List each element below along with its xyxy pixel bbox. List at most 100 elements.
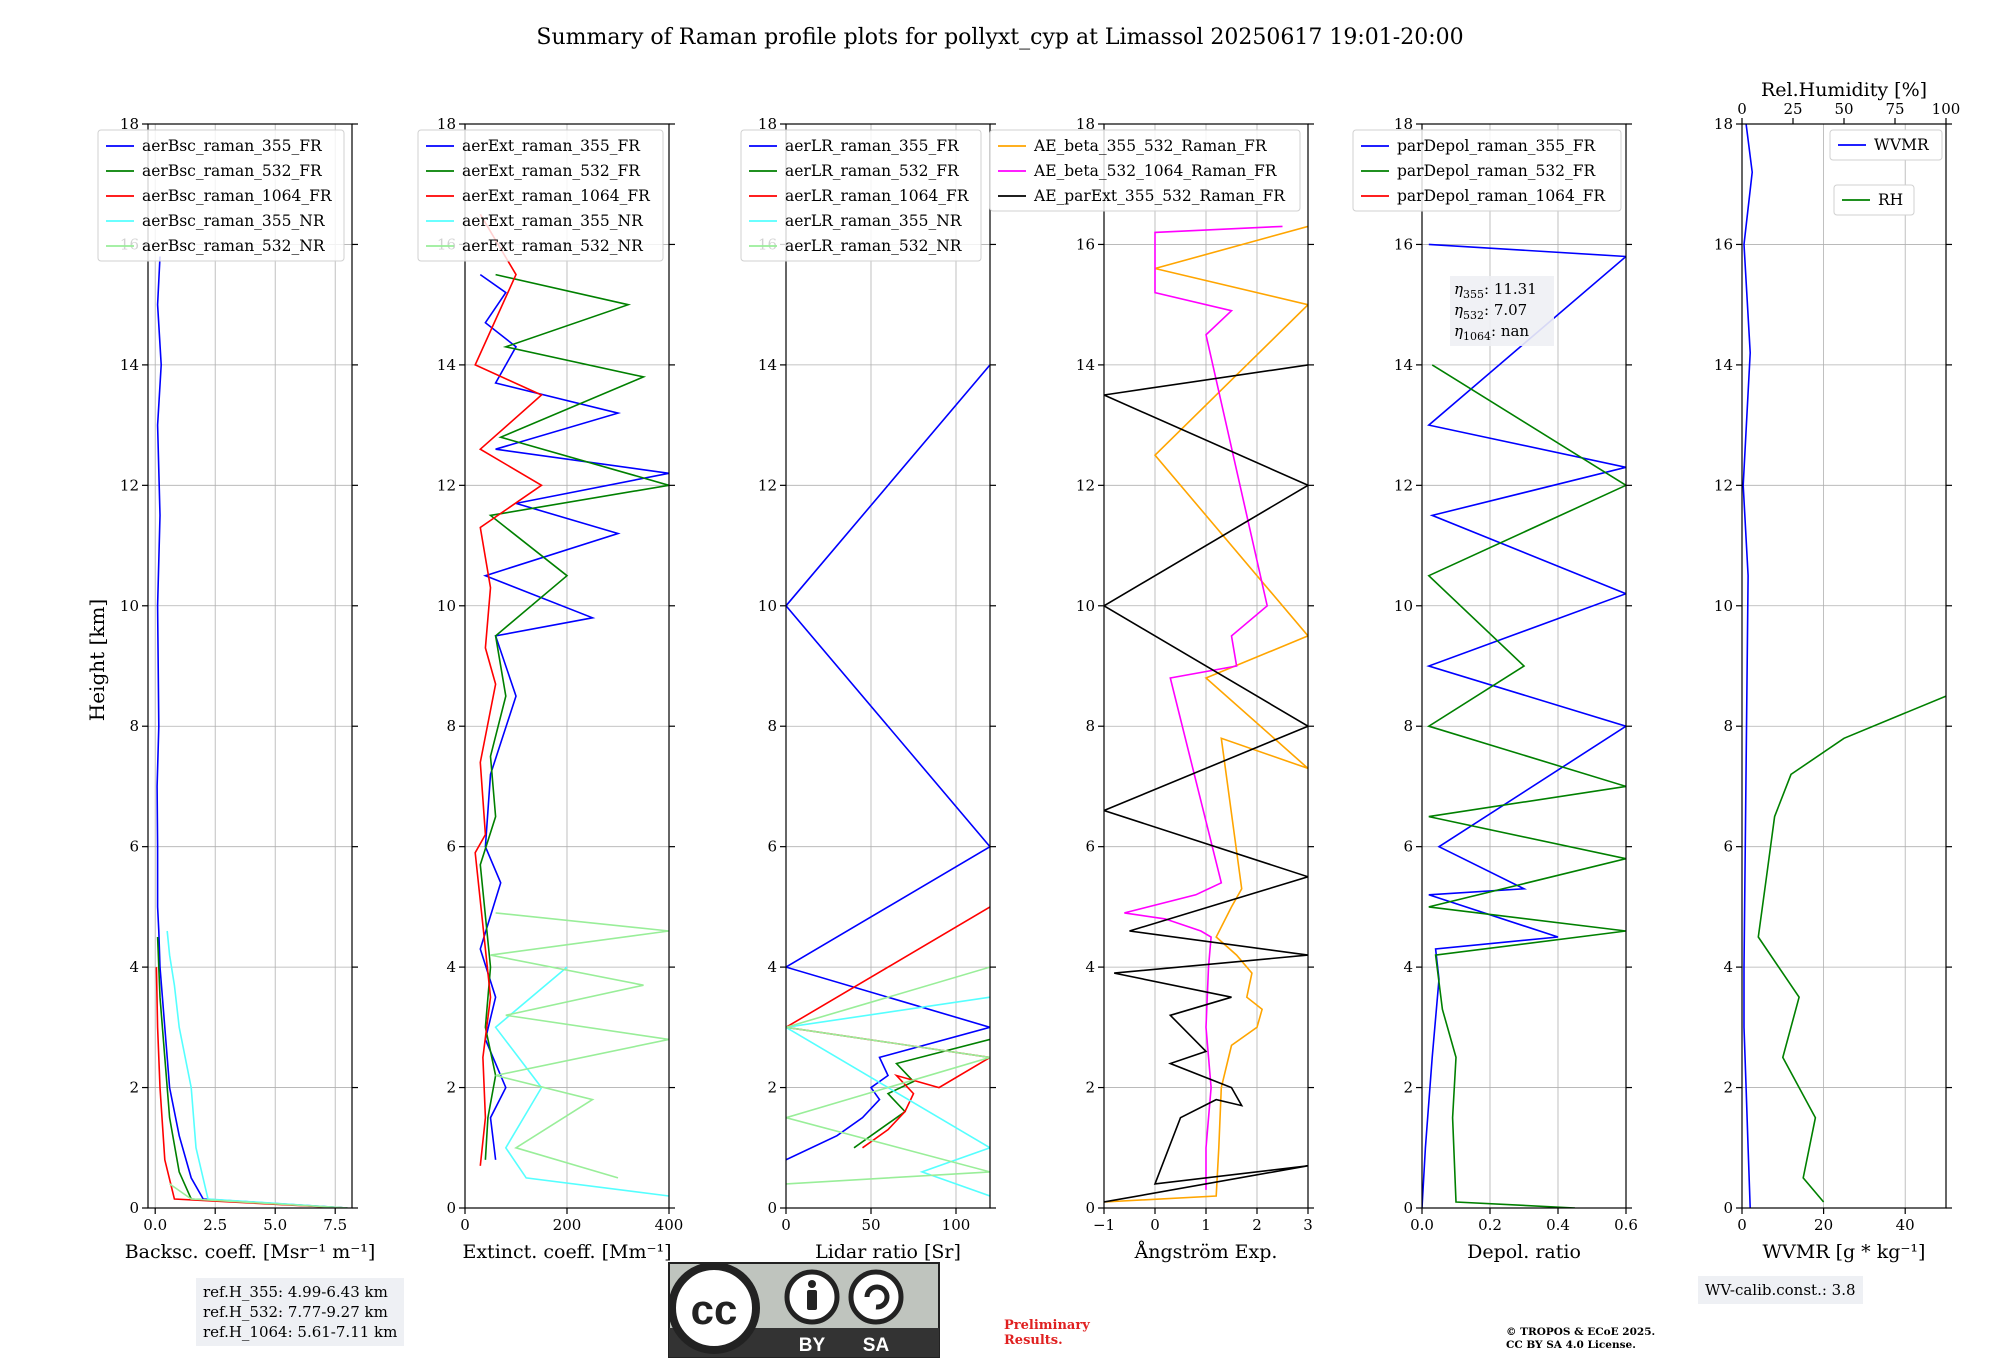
x-tick-label: 2.5 [203, 1216, 227, 1234]
cc-by-sa-badge: cc BY SA [668, 1262, 940, 1358]
series-line-aerExt_raman_355_NR [494, 966, 669, 1197]
series-line-AE_parExt_355_532_Raman_FR [1104, 364, 1308, 1203]
legend-box [417, 129, 664, 262]
y-tick-label: 12 [758, 476, 777, 494]
eta-annotation-box [1450, 276, 1554, 346]
x-tick-label: 5.0 [263, 1216, 287, 1234]
x-tick-label: 0.6 [1614, 1216, 1638, 1234]
y-tick-label: 16 [1714, 235, 1733, 253]
legend-label: aerLR_raman_532_NR [785, 237, 963, 255]
series-group-angstrom [1104, 225, 1308, 1203]
y-tick-label: 12 [437, 476, 456, 494]
series-line-aerExt_raman_532_NR [490, 912, 669, 1179]
x-axis-label-depol: Depol. ratio [1467, 1241, 1581, 1263]
preliminary-line-1: Preliminary [1004, 1318, 1090, 1333]
share-alike-icon [848, 1269, 904, 1325]
x-tick-label: 0.0 [1410, 1216, 1434, 1234]
y-tick-label: 6 [767, 838, 777, 856]
series-group-lidar_ratio [786, 364, 990, 1197]
preliminary-line-2: Results. [1004, 1333, 1063, 1348]
badge-by-label: BY [799, 1335, 826, 1356]
series-line-aerExt_raman_355_FR [479, 273, 669, 1160]
legend-label: AE_beta_355_532_Raman_FR [1033, 137, 1268, 155]
legend-label: aerBsc_raman_355_FR [142, 137, 323, 155]
ref-height-1064: ref.H_1064: 5.61-7.11 km [203, 1323, 398, 1341]
series-line-aerLR_raman_532_FR [853, 1038, 990, 1149]
top-x-tick-label: 0 [1737, 100, 1747, 118]
y-tick-label: 4 [1085, 958, 1095, 976]
series-line-AE_beta_532_1064_Raman_FR [1124, 225, 1283, 1190]
y-tick-label: 8 [1723, 717, 1733, 735]
attribution-body [807, 1290, 817, 1310]
x-tick-label: 200 [553, 1216, 582, 1234]
series-line-aerExt_raman_1064_FR [474, 213, 543, 1166]
y-tick-label: 6 [1723, 838, 1733, 856]
y-tick-label: 0 [1085, 1199, 1095, 1217]
x-axis-label-wvmr: WVMR [g * kg⁻¹] [1763, 1241, 1926, 1263]
x-tick-label: 40 [1896, 1216, 1915, 1234]
series-group-wvmr [1742, 124, 1946, 1208]
legend-label: aerLR_raman_532_FR [785, 162, 960, 180]
legend-label: aerExt_raman_532_NR [462, 237, 644, 255]
ref-heights-box: ref.H_355: 4.99-6.43 km ref.H_532: 7.77-… [196, 1278, 405, 1346]
y-tick-label: 8 [1403, 717, 1413, 735]
y-tick-label: 2 [446, 1079, 456, 1097]
ref-height-532: ref.H_532: 7.77-9.27 km [203, 1303, 388, 1321]
y-tick-label: 6 [1085, 838, 1095, 856]
panel-frame [147, 123, 353, 1209]
legend-label: parDepol_raman_1064_FR [1397, 187, 1606, 205]
y-tick-label: 18 [1394, 115, 1413, 133]
eta-annotation-line: η532: 7.07 [1454, 301, 1527, 322]
legend-label: aerExt_raman_532_FR [462, 162, 641, 180]
y-tick-label: 18 [437, 115, 456, 133]
legend-box [989, 129, 1301, 212]
series-line-aerBsc_raman_1064_FR [155, 967, 348, 1208]
y-tick-label: 2 [129, 1079, 139, 1097]
y-tick-label: 18 [758, 115, 777, 133]
legend-label: aerExt_raman_355_NR [462, 212, 644, 230]
x-tick-label: 3 [1303, 1216, 1313, 1234]
panel-lidar_ratio: 024681012141618050100Lidar ratio [Sr]aer… [740, 115, 996, 1263]
y-tick-label: 14 [1076, 356, 1095, 374]
x-tick-label: 400 [655, 1216, 684, 1234]
series-line-aerLR_raman_532_NR [786, 966, 990, 1185]
x-tick-label: 0 [781, 1216, 791, 1234]
legend-label: parDepol_raman_532_FR [1397, 162, 1597, 180]
y-tick-label: 12 [1394, 476, 1413, 494]
x-tick-label: 1 [1201, 1216, 1211, 1234]
y-tick-label: 10 [1714, 597, 1733, 615]
series-line-aerLR_raman_355_NR [786, 996, 990, 1197]
top-x-tick-label: 100 [1932, 100, 1961, 118]
legend-label: parDepol_raman_355_FR [1397, 137, 1597, 155]
y-tick-label: 6 [446, 838, 456, 856]
panel-extinction: 0246810121416180200400Extinct. coeff. [M… [417, 115, 684, 1263]
y-tick-label: 4 [446, 958, 456, 976]
series-line-parDepol_raman_355_FR [1422, 243, 1626, 1208]
y-axis-label: Height [km] [85, 599, 109, 721]
wv-calib-text: WV-calib.const.: 3.8 [1705, 1281, 1856, 1299]
legend-label: aerBsc_raman_1064_FR [142, 187, 333, 205]
y-tick-label: 4 [1723, 958, 1733, 976]
y-tick-label: 14 [437, 356, 456, 374]
wv-calib-box: WV-calib.const.: 3.8 [1698, 1276, 1863, 1304]
copyright-note: © TROPOS & ECoE 2025. CC BY SA 4.0 Licen… [1506, 1326, 1655, 1352]
top-x-axis-label: Rel.Humidity [%] [1761, 79, 1927, 101]
x-axis-label-backscatter: Backsc. coeff. [Msr⁻¹ m⁻¹] [125, 1241, 376, 1263]
series-line-RH [1757, 695, 1946, 1203]
x-tick-label: 2 [1252, 1216, 1262, 1234]
top-x-tick-label: 25 [1783, 100, 1802, 118]
x-tick-label: 0 [460, 1216, 470, 1234]
x-tick-label: 0 [1150, 1216, 1160, 1234]
y-tick-label: 12 [120, 476, 139, 494]
y-tick-label: 2 [1723, 1079, 1733, 1097]
legend-label: aerBsc_raman_532_NR [142, 237, 326, 255]
preliminary-results-note: Preliminary Results. [1004, 1318, 1090, 1348]
y-tick-label: 12 [1076, 476, 1095, 494]
panel-frame [1741, 123, 1947, 1209]
y-tick-label: 8 [767, 717, 777, 735]
x-tick-label: 0.4 [1546, 1216, 1570, 1234]
figure-title: Summary of Raman profile plots for polly… [536, 25, 1463, 50]
